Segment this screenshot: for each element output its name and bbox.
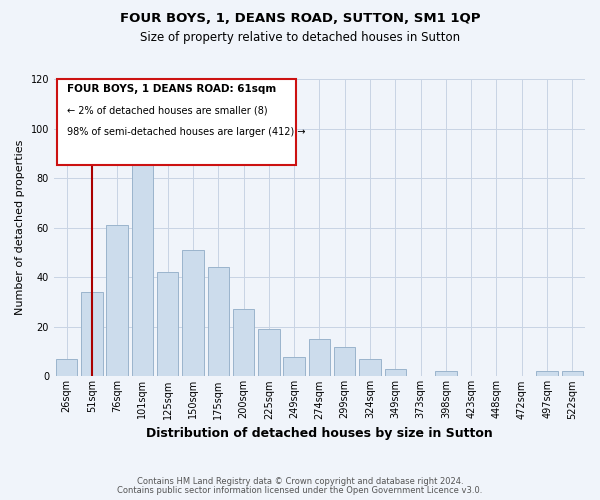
X-axis label: Distribution of detached houses by size in Sutton: Distribution of detached houses by size … <box>146 427 493 440</box>
Bar <box>359 359 381 376</box>
Bar <box>536 372 558 376</box>
Bar <box>562 372 583 376</box>
Bar <box>283 356 305 376</box>
Bar <box>81 292 103 376</box>
Bar <box>233 310 254 376</box>
Text: ← 2% of detached houses are smaller (8): ← 2% of detached houses are smaller (8) <box>67 106 268 116</box>
Bar <box>182 250 204 376</box>
Bar <box>258 330 280 376</box>
Bar <box>309 339 330 376</box>
Text: FOUR BOYS, 1, DEANS ROAD, SUTTON, SM1 1QP: FOUR BOYS, 1, DEANS ROAD, SUTTON, SM1 1Q… <box>120 12 480 26</box>
Text: Size of property relative to detached houses in Sutton: Size of property relative to detached ho… <box>140 31 460 44</box>
Text: 98% of semi-detached houses are larger (412) →: 98% of semi-detached houses are larger (… <box>67 126 305 136</box>
Bar <box>208 268 229 376</box>
Y-axis label: Number of detached properties: Number of detached properties <box>15 140 25 316</box>
Bar <box>334 346 355 376</box>
Text: Contains HM Land Registry data © Crown copyright and database right 2024.: Contains HM Land Registry data © Crown c… <box>137 477 463 486</box>
Bar <box>131 148 153 376</box>
Bar <box>106 225 128 376</box>
Bar <box>56 359 77 376</box>
Text: Contains public sector information licensed under the Open Government Licence v3: Contains public sector information licen… <box>118 486 482 495</box>
Bar <box>435 372 457 376</box>
Bar <box>157 272 178 376</box>
Text: FOUR BOYS, 1 DEANS ROAD: 61sqm: FOUR BOYS, 1 DEANS ROAD: 61sqm <box>67 84 277 94</box>
Bar <box>385 369 406 376</box>
